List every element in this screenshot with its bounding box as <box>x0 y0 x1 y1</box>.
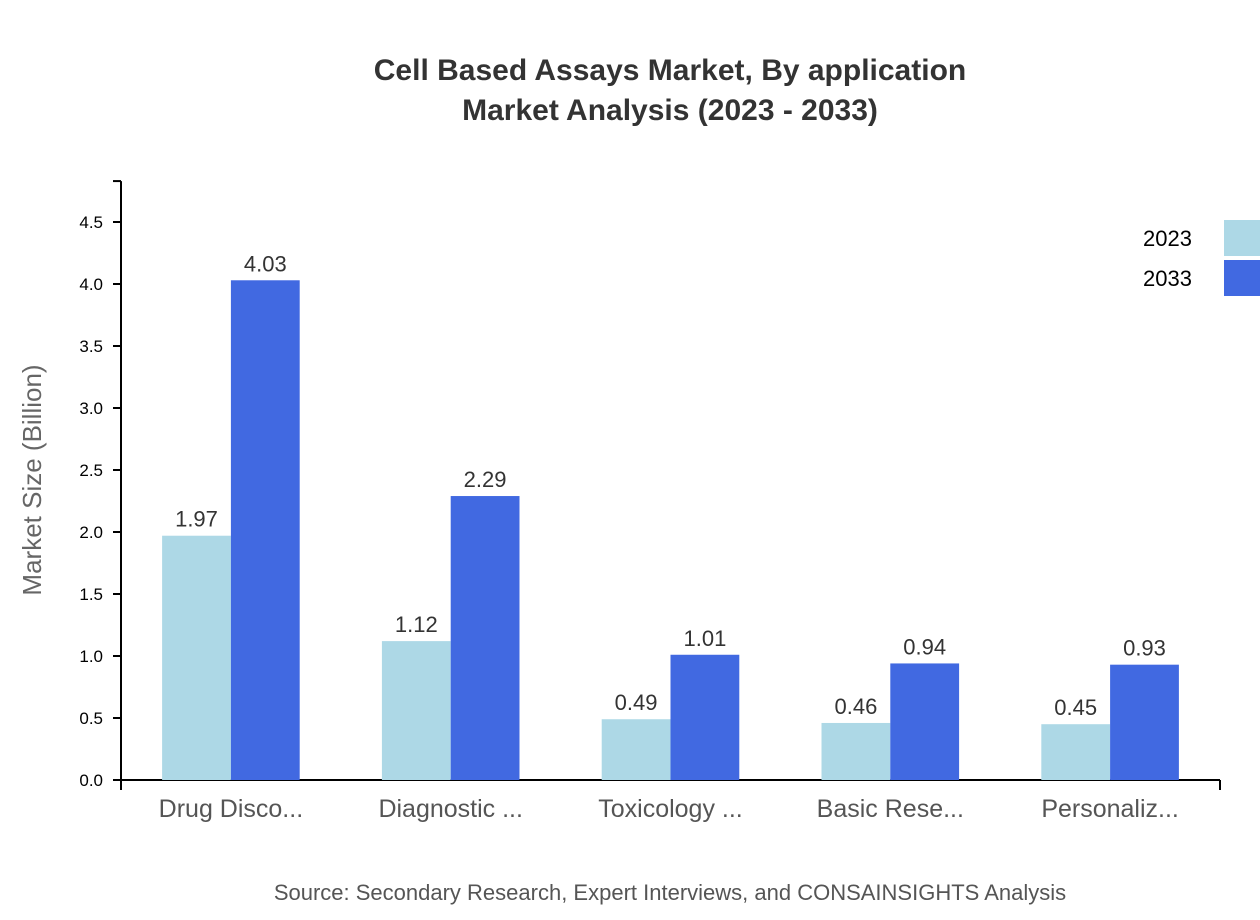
bars: 1.97 4.03 1.12 2.29 0.49 1.01 0.46 0.94 0.45 0.93 <box>162 251 1179 780</box>
y-tick-label: 3.5 <box>79 337 103 356</box>
chart-subtitle: Market Analysis (2023 - 2033) <box>462 94 878 127</box>
legend: 2023 2033 <box>1143 220 1260 296</box>
data-label: 0.45 <box>1054 695 1097 720</box>
x-tick-label: Personaliz... <box>1041 795 1179 823</box>
chart-title: Cell Based Assays Market, By application <box>374 54 966 87</box>
legend-swatch-2023 <box>1224 220 1260 256</box>
x-axis: Drug Disco... Diagnostic ... Toxicology ..… <box>120 779 1221 823</box>
data-label: 1.97 <box>175 507 218 532</box>
data-label: 1.01 <box>683 626 726 651</box>
bar-2033 <box>890 663 960 780</box>
y-tick-label: 4.0 <box>79 275 103 294</box>
data-label: 0.94 <box>903 634 946 659</box>
data-label: 4.03 <box>244 251 287 276</box>
data-label: 0.46 <box>834 694 877 719</box>
bar-2033 <box>1110 664 1179 780</box>
y-tick-label: 1.5 <box>79 585 103 604</box>
y-tick-label: 2.0 <box>79 523 103 542</box>
source-note: Source: Secondary Research, Expert Inter… <box>274 880 1066 905</box>
bar-2023 <box>821 722 891 780</box>
y-tick-label: 4.5 <box>79 213 103 232</box>
y-tick-label: 2.5 <box>79 461 103 480</box>
data-label: 2.29 <box>464 467 507 492</box>
bar-2033 <box>230 280 300 780</box>
y-tick-label: 3.0 <box>79 399 103 418</box>
bar-2023 <box>381 641 451 780</box>
x-tick-label: Diagnostic ... <box>378 795 523 823</box>
bar-2023 <box>601 719 671 780</box>
y-tick-label: 0.5 <box>79 709 103 728</box>
legend-label: 2023 <box>1143 226 1192 251</box>
legend-label: 2033 <box>1143 266 1192 291</box>
data-label: 1.12 <box>395 612 438 637</box>
bar-2033 <box>670 654 740 780</box>
y-tick-label: 0.0 <box>79 771 103 790</box>
legend-swatch-2033 <box>1224 260 1260 296</box>
bar-2023 <box>1041 724 1111 780</box>
y-axis: 0.0 0.5 1.0 1.5 2.0 2.5 3.0 3.5 4.0 4.5 <box>79 180 122 790</box>
y-tick-label: 1.0 <box>79 647 103 666</box>
x-tick-label: Basic Rese... <box>817 795 964 823</box>
bar-2033 <box>450 496 520 780</box>
y-axis-label: Market Size (Billion) <box>17 364 47 595</box>
data-label: 0.93 <box>1123 636 1166 661</box>
x-tick-label: Toxicology ... <box>598 795 743 823</box>
data-label: 0.49 <box>615 690 658 715</box>
bar-2023 <box>162 535 231 780</box>
x-tick-label: Drug Disco... <box>159 795 303 823</box>
